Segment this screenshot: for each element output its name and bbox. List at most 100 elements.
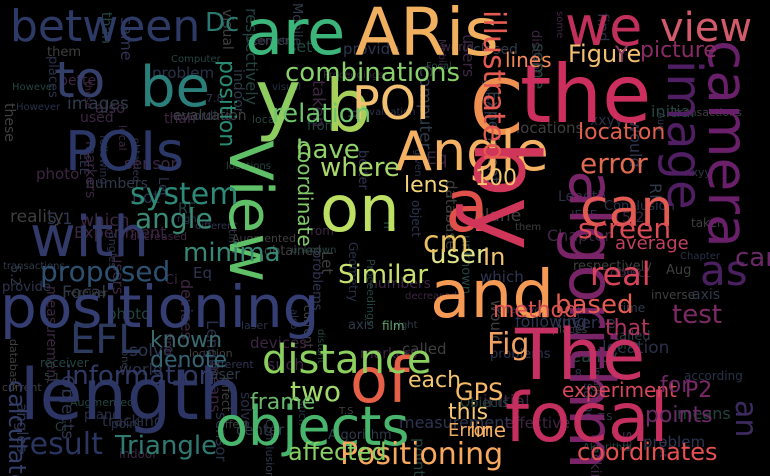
- cloud-word-small-decreased: decreased: [130, 230, 188, 243]
- cloud-word-small-distant: distant: [528, 30, 543, 76]
- cloud-word-small-devices: devices: [177, 279, 196, 340]
- cloud-word-small-axis: axis: [692, 287, 721, 303]
- cloud-word-lines: lines: [505, 48, 552, 72]
- cloud-word-by: by: [453, 140, 558, 251]
- cloud-word-small-obtained: obtained: [264, 244, 322, 259]
- cloud-word-small-right: right: [177, 214, 201, 225]
- cloud-word-similar: Similar: [338, 260, 429, 290]
- cloud-word-small-closed: closed: [473, 42, 518, 58]
- cloud-word-two: two: [290, 375, 342, 408]
- cloud-word-small-respectively: respectively: [573, 259, 652, 274]
- cloud-word-small-visual: visual: [219, 9, 235, 50]
- cloud-word-algorithm: algorithm: [555, 170, 628, 470]
- cloud-word-small-xxyy: xxyy: [685, 166, 712, 179]
- cloud-word-efl: EFL: [70, 317, 141, 363]
- cloud-word-small-world: world: [441, 40, 475, 54]
- cloud-word-small-database: database: [442, 180, 460, 250]
- cloud-word-test: test: [672, 300, 722, 330]
- cloud-word-small-rf: RF: [178, 201, 196, 217]
- cloud-word-small-plane: plane: [474, 206, 522, 226]
- cloud-word-view: view: [660, 5, 753, 51]
- cloud-word-small-provide: provide: [2, 280, 51, 295]
- cloud-word-film: film: [382, 319, 405, 333]
- cloud-word-100: 100: [475, 166, 517, 191]
- cloud-word-small-different: different: [195, 221, 238, 232]
- cloud-word-as: as: [700, 246, 748, 295]
- cloud-word-small-better: better: [355, 150, 370, 190]
- cloud-word-small-called: called: [612, 329, 651, 344]
- cloud-word-small-laser: laser: [206, 367, 241, 383]
- cloud-word-system: system: [130, 177, 239, 212]
- cloud-word-to: to: [55, 51, 106, 109]
- cloud-word-proposed: proposed: [40, 255, 171, 288]
- cloud-word-small-eq: Eq: [426, 149, 448, 169]
- cloud-word-points: points: [645, 403, 713, 428]
- cloud-word-small-photo: photo: [107, 305, 151, 323]
- cloud-word-small-point: point: [111, 417, 142, 431]
- cloud-word-small-would: would: [487, 300, 505, 345]
- cloud-word-small-initial: initial: [651, 102, 695, 121]
- cloud-word-small-which: which: [80, 211, 130, 231]
- cloud-word-small-center: center: [236, 421, 285, 439]
- cloud-word-small-eq: Eq: [193, 264, 212, 282]
- cloud-word-small-center: center: [251, 34, 290, 48]
- cloud-word-small-which: which: [480, 268, 524, 286]
- cloud-word-small-set: set: [619, 431, 637, 454]
- cloud-word-average: average: [615, 233, 689, 254]
- cloud-word-small-laser: laser: [241, 319, 268, 332]
- cloud-word-small-location: location: [189, 347, 233, 360]
- cloud-word-small-used: used: [80, 110, 114, 126]
- cloud-word-frame: frame: [250, 390, 316, 415]
- cloud-word-user: user: [430, 240, 487, 270]
- cloud-word-small-problems: problems: [490, 347, 551, 362]
- cloud-word-illustrated: illustrated: [476, 10, 511, 162]
- cloud-word-small-object: object: [409, 200, 423, 237]
- cloud-word-small-images: images: [591, 367, 602, 404]
- cloud-word-small-reality: reality: [564, 347, 618, 367]
- cloud-word-small-receiver: receiver: [67, 288, 108, 299]
- cloud-word-small-provide: provide: [343, 40, 400, 58]
- cloud-word-p2: P2: [685, 378, 713, 403]
- cloud-word-on: on: [320, 173, 400, 247]
- cloud-word-small-used: used: [615, 267, 640, 278]
- cloud-word-small-problem: problem: [643, 433, 706, 451]
- cloud-word-small-effective: effective: [497, 305, 541, 316]
- cloud-word-small-solve: solve: [129, 341, 174, 361]
- cloud-word-small-such: such: [296, 400, 309, 426]
- cloud-word-small-visual: visual: [272, 82, 302, 93]
- cloud-word-y: y: [255, 54, 302, 144]
- cloud-word-small-5-2: 5.2: [7, 265, 22, 286]
- cloud-word-small-however: However: [16, 102, 61, 113]
- cloud-word-small-measurement: measurement: [43, 286, 59, 384]
- cloud-word-lens: lens: [404, 173, 450, 198]
- cloud-word-camera: camera: [735, 243, 770, 273]
- cloud-word-camera: camera: [696, 40, 760, 248]
- cloud-word-small-measurement: measurement: [399, 413, 511, 432]
- cloud-word-small-aug: Aug: [655, 112, 666, 132]
- cloud-word-image: image: [656, 60, 712, 210]
- cloud-word-small-markers: markers: [82, 141, 98, 199]
- cloud-word-of: of: [350, 344, 410, 417]
- cloud-word-that: that: [605, 316, 650, 341]
- cloud-word-figure: Figure: [568, 40, 642, 68]
- cloud-word-small-database: database: [7, 339, 20, 390]
- cloud-word-small-than: than: [164, 111, 196, 127]
- cloud-word-between: between: [10, 1, 201, 52]
- cloud-word-small-indoor: indoor: [230, 69, 246, 114]
- cloud-word-small-initial: initial: [483, 392, 530, 412]
- cloud-word-screen: screen: [578, 212, 672, 245]
- cloud-word-b: b: [325, 64, 371, 148]
- cloud-word-dc: Dc: [205, 8, 240, 38]
- cloud-word-small-computer: Computer: [171, 54, 221, 65]
- cloud-word-small-problems: problems: [309, 250, 324, 311]
- cloud-word-view: View: [215, 140, 285, 283]
- cloud-word-small-solve: solve: [237, 392, 253, 429]
- cloud-word-small-one: one: [616, 338, 639, 352]
- cloud-word-based: based: [555, 290, 634, 320]
- cloud-word-small-taken: taken: [308, 80, 328, 128]
- cloud-word-small-length: Length: [203, 320, 222, 376]
- cloud-word-small-angles: angles: [13, 403, 31, 453]
- cloud-word-picture: picture: [640, 38, 717, 63]
- cloud-word-small-obtained: obtained: [130, 138, 141, 183]
- cloud-word-fig: Fig: [487, 327, 530, 362]
